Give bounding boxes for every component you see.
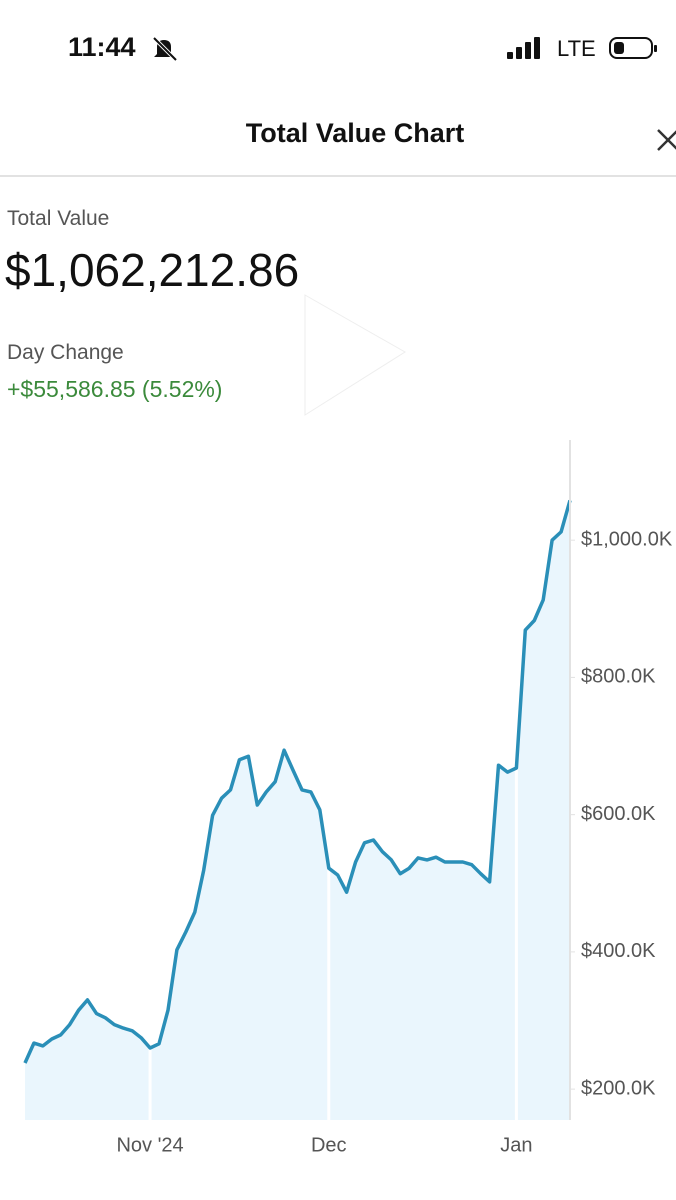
area-fill xyxy=(25,500,570,1120)
y-tick-label: $200.0K xyxy=(581,1077,656,1099)
battery-icon xyxy=(609,37,657,59)
network-label: LTE xyxy=(557,36,596,61)
x-tick-label: Dec xyxy=(311,1134,347,1156)
header-title: Total Value Chart xyxy=(245,118,465,148)
value-line xyxy=(23,499,572,1064)
x-tick-label: Jan xyxy=(500,1134,532,1156)
total-label: Total Value xyxy=(7,207,110,230)
status-time: 11:44 xyxy=(68,32,136,62)
mute-icon xyxy=(152,36,178,62)
change-label: Day Change xyxy=(7,341,124,364)
y-tick-label: $400.0K xyxy=(581,940,656,962)
x-tick-label: Nov '24 xyxy=(116,1134,183,1156)
y-tick-label: $1,000.0K xyxy=(581,528,673,550)
change-value: +$55,586.85 (5.52%) xyxy=(7,376,223,402)
close-button[interactable] xyxy=(656,124,676,154)
signal-icon xyxy=(507,37,540,59)
y-tick-label: $600.0K xyxy=(581,803,656,825)
y-tick-label: $800.0K xyxy=(581,666,656,688)
header-divider xyxy=(0,175,676,177)
play-overlay xyxy=(304,294,406,416)
total-value: $1,062,212.86 xyxy=(5,244,300,296)
